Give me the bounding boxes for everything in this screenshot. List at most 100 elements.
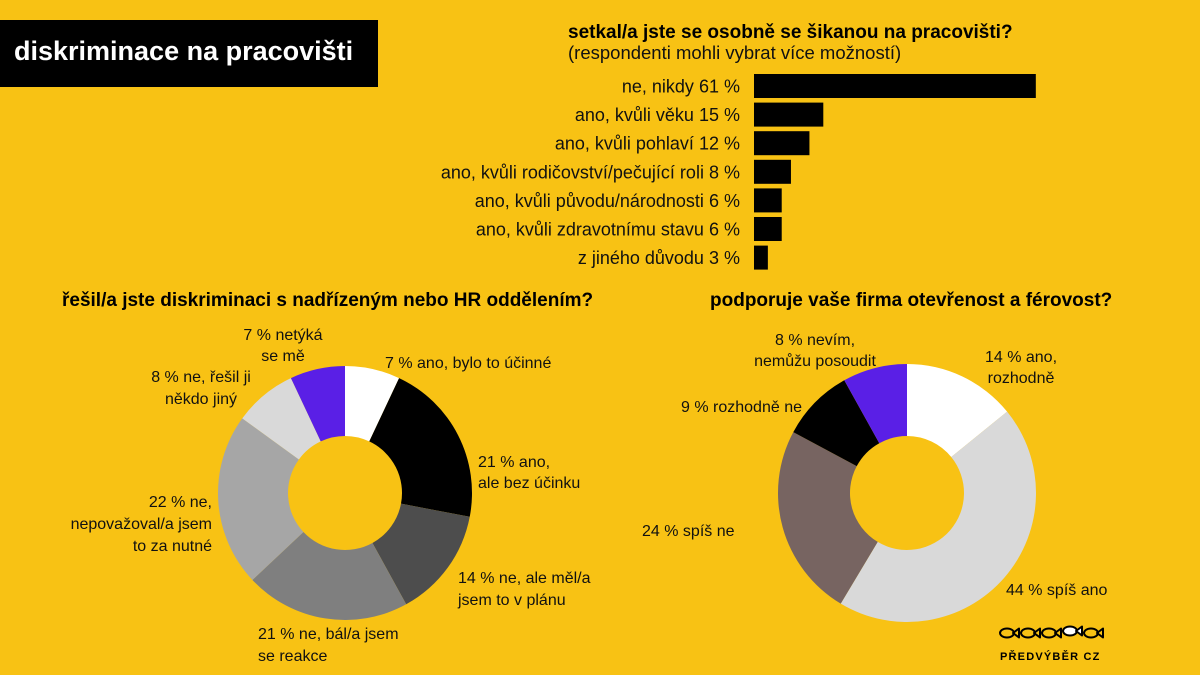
bar-unit: % [724, 220, 740, 240]
donut-1-label-6: 8 % ne, řešil ji někdo jiný [151, 369, 251, 408]
title-box: diskriminace na pracovišti [0, 20, 378, 87]
bar-category: ano, kvůli rodičovství/pečující roli [441, 162, 704, 182]
donut-1-slice-4 [252, 532, 407, 620]
bar-value: 3 [709, 248, 719, 268]
donut-1-label-4: 21 % ne, bál/a jsem se reakce [258, 626, 399, 665]
donut-2-slices: 14 % ano, rozhodně 44 % spíš ano 24 % spíš … [642, 332, 1108, 623]
bar-value: 6 [709, 191, 719, 211]
bar-label-2: ano, kvůli věku 15 % [575, 105, 740, 125]
slice-label-line: 24 % spíš ne [642, 523, 735, 540]
donut-2-label-4: 9 % rozhodně ne [681, 399, 802, 416]
donut-1-title: řešil/a jste diskriminaci s nadřízeným n… [62, 290, 593, 311]
slice-label-line: 8 % nevím, [775, 332, 855, 349]
slice-label-line: 7 % ano, bylo to účinné [385, 355, 551, 372]
openness-donut-chart: podporuje vaše firma otevřenost a férovo… [642, 290, 1112, 623]
bar-2 [754, 102, 824, 127]
donut-1-label-3: 14 % ne, ale měl/a jsem to v plánu [457, 570, 591, 609]
bar-label-1: ne, nikdy 61 % [622, 77, 740, 97]
bar-category: ano, kvůli věku [575, 105, 694, 125]
slice-label-line: 9 % rozhodně ne [681, 399, 802, 416]
bar-5 [754, 188, 782, 213]
donut-1-slice-7 [290, 366, 345, 442]
donut-1-label-5: 22 % ne, nepovažoval/a jsem to za nutné [71, 494, 213, 555]
donut-2-slice-1 [907, 364, 1008, 458]
fish-icon [1083, 627, 1104, 639]
bar-label-7: z jiného důvodu 3 % [578, 248, 740, 268]
donut-2-slice-5 [844, 364, 907, 444]
donut-1-slices: 7 % ano, bylo to účinné 21 % ano, ale bez … [71, 327, 591, 665]
bar-unit: % [724, 134, 740, 154]
donut-2-title: podporuje vaše firma otevřenost a férovo… [710, 290, 1112, 311]
bar-category: ano, kvůli původu/národnosti [475, 191, 704, 211]
donut-1-slice-1 [345, 366, 400, 442]
donut-1-slice-5 [218, 418, 304, 580]
bar-category: z jiného důvodu [578, 248, 704, 268]
donut-1-slice-6 [242, 378, 321, 460]
donut-1-label-2: 21 % ano, ale bez účinku [478, 454, 580, 492]
bar-value: 61 [699, 77, 719, 97]
slice-label-line: 8 % ne, řešil ji [151, 369, 251, 386]
slice-label-line: nemůžu posoudit [754, 352, 876, 370]
donut-1-label-1: 7 % ano, bylo to účinné [385, 355, 551, 372]
bar-value: 8 [709, 162, 719, 182]
donut-2-slice-2 [840, 411, 1036, 623]
bar-4 [754, 159, 791, 184]
bar-category: ne, nikdy [622, 77, 694, 97]
hr-discussion-donut-chart: řešil/a jste diskriminaci s nadřízeným n… [62, 290, 593, 665]
slice-label-line: 22 % ne, [149, 494, 212, 511]
slice-label-line: nepovažoval/a jsem [71, 516, 212, 533]
donut-1-slice-3 [372, 503, 470, 605]
slice-label-line: 7 % netýká [243, 327, 322, 344]
donut-1-slice-2 [369, 378, 472, 517]
slice-label-line: ale bez účinku [478, 475, 580, 492]
bar-3 [754, 131, 810, 156]
donut-1-label-7: 7 % netýká se mě [243, 327, 322, 365]
fish-icon [1062, 625, 1083, 637]
bar-unit: % [724, 162, 740, 182]
bar-category: ano, kvůli pohlaví [555, 134, 694, 154]
slice-label-line: někdo jiný [165, 391, 237, 408]
bar-category: ano, kvůli zdravotnímu stavu [476, 220, 704, 240]
bar-value: 6 [709, 220, 719, 240]
bar-rows: ne, nikdy 61 %ano, kvůli věku 15 %ano, k… [441, 74, 1036, 270]
bar-value: 15 [699, 105, 719, 125]
donut-2-slice-3 [778, 432, 878, 604]
slice-label-line: 44 % spíš ano [1006, 582, 1108, 599]
donut-2-label-2: 44 % spíš ano [1006, 582, 1108, 599]
slice-label-line: 14 % ano, [985, 349, 1057, 366]
bar-7 [754, 245, 768, 270]
logo-wordmark: PŘEDVÝBĚR CZ [1000, 650, 1101, 663]
fish-icon [999, 627, 1020, 639]
donut-2-label-3: 24 % spíš ne [642, 523, 735, 540]
slice-label-line: to za nutné [133, 538, 212, 555]
donut-2-label-5: 8 % nevím, nemůžu posoudit [754, 332, 876, 370]
slice-label-line: se reakce [258, 648, 327, 665]
predvyber-logo: PŘEDVÝBĚR CZ [999, 625, 1104, 663]
bar-unit: % [724, 191, 740, 211]
bar-label-5: ano, kvůli původu/národnosti 6 % [475, 191, 740, 211]
donut-2-label-1: 14 % ano, rozhodně [985, 349, 1057, 387]
slice-label-line: rozhodně [988, 370, 1055, 387]
slice-label-line: 14 % ne, ale měl/a [458, 570, 591, 587]
slice-label-line: 21 % ne, bál/a jsem [258, 626, 399, 643]
slice-label-line: 21 % ano, [478, 454, 550, 471]
bar-chart-subtitle: (respondenti mohli vybrat více možností) [568, 42, 901, 63]
bullying-bar-chart: setkal/a jste se osobně se šikanou na pr… [441, 22, 1036, 270]
bar-label-6: ano, kvůli zdravotnímu stavu 6 % [476, 220, 740, 240]
page-title: diskriminace na pracovišti [14, 36, 354, 66]
slice-label-line: se mě [261, 348, 305, 365]
bar-6 [754, 217, 782, 241]
fish-icon [1041, 627, 1062, 639]
bar-label-4: ano, kvůli rodičovství/pečující roli 8 % [441, 162, 740, 182]
bar-chart-title: setkal/a jste se osobně se šikanou na pr… [568, 22, 1013, 43]
bar-unit: % [724, 77, 740, 97]
bar-unit: % [724, 105, 740, 125]
donut-2-slice-4 [793, 380, 880, 467]
bar-1 [754, 74, 1036, 98]
fish-icon [1020, 627, 1041, 639]
slice-label-line: jsem to v plánu [457, 592, 566, 609]
bar-unit: % [724, 248, 740, 268]
bar-value: 12 [699, 134, 719, 154]
bar-label-3: ano, kvůli pohlaví 12 % [555, 134, 740, 154]
